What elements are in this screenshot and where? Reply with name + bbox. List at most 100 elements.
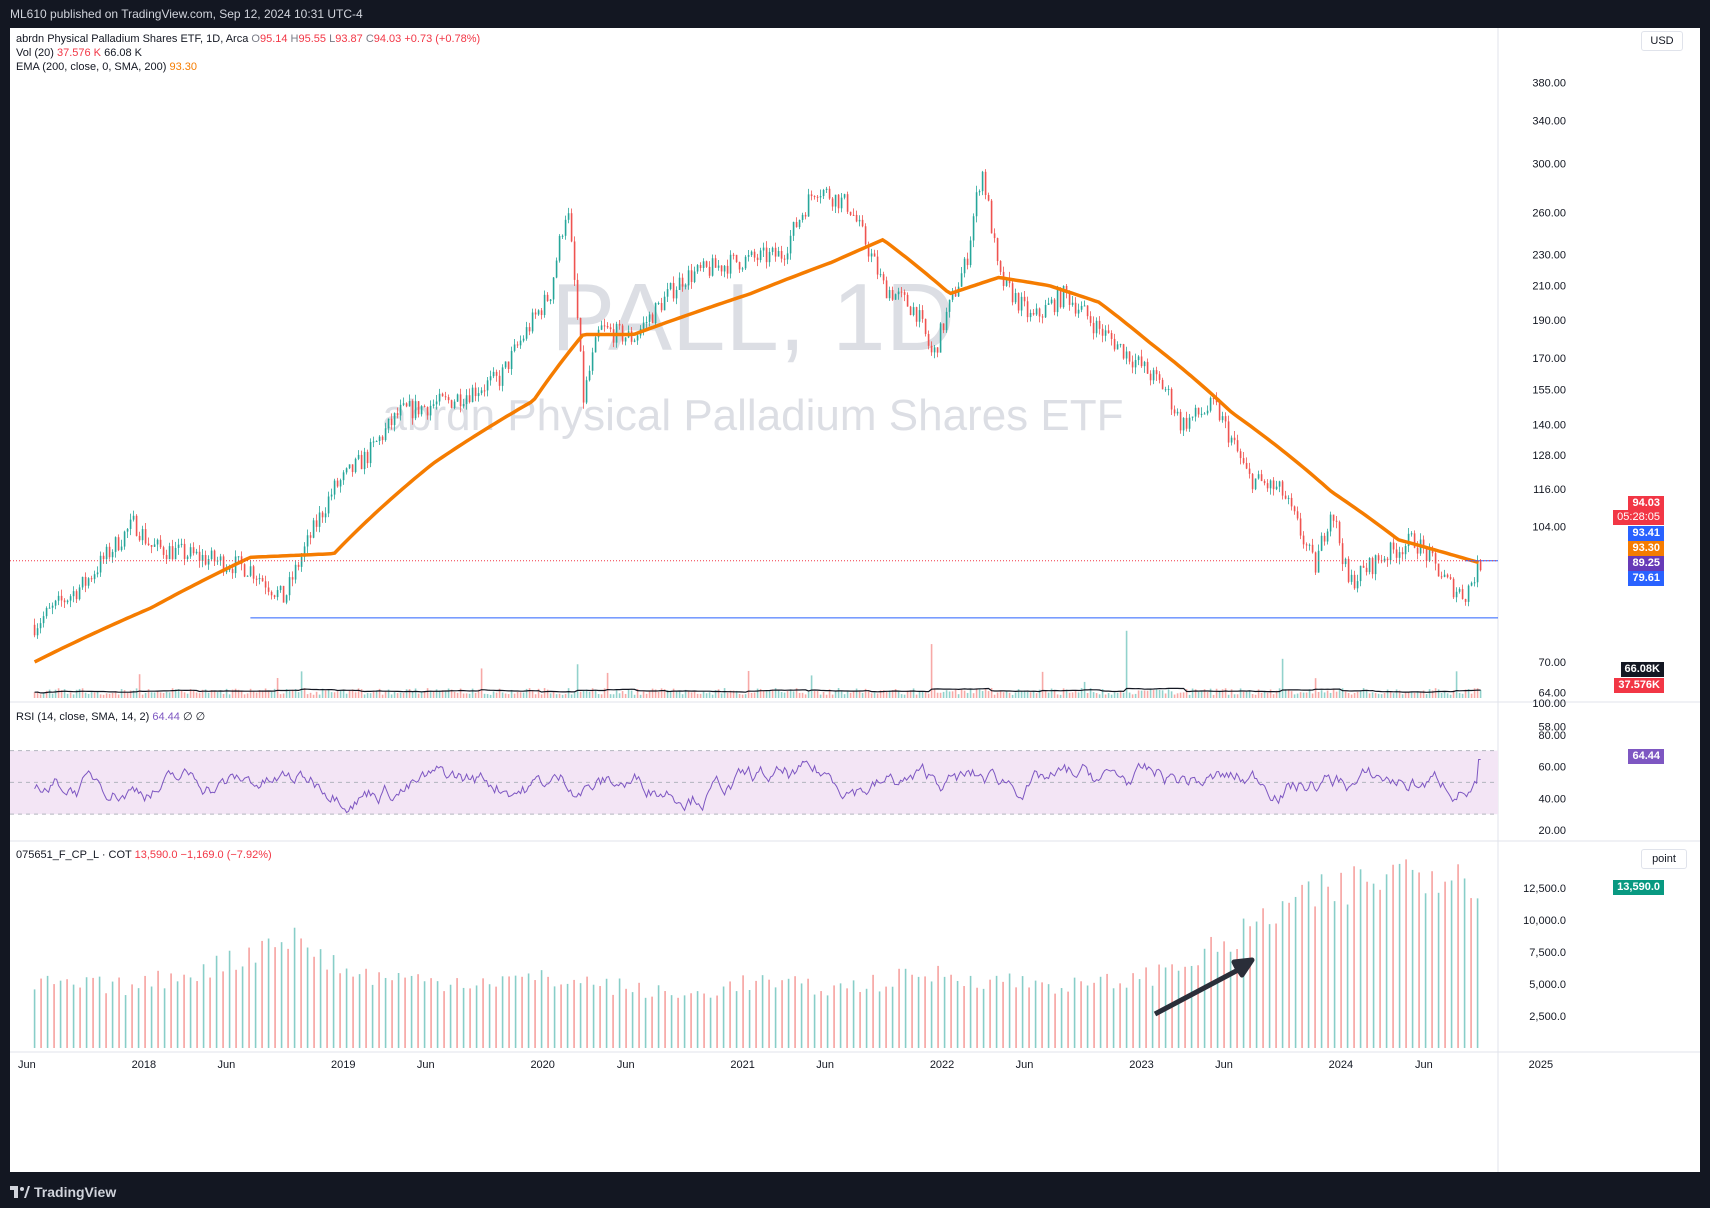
ema-legend[interactable]: EMA (200, close, 0, SMA, 200) 93.30 xyxy=(16,61,197,73)
chart-canvas[interactable]: PALL, 1D abrdn Physical Palladium Shares… xyxy=(10,28,1700,1172)
candle-body xyxy=(1086,305,1089,317)
cot-bar xyxy=(891,986,894,1048)
volume-bar xyxy=(741,694,744,698)
rsi-legend[interactable]: RSI (14, close, SMA, 14, 2) 64.44 ∅ ∅ xyxy=(16,710,205,723)
candle-body xyxy=(978,191,981,193)
volume-legend[interactable]: Vol (20) 37.576 K 66.08 K xyxy=(16,47,142,59)
candle-body xyxy=(1473,582,1476,584)
volume-bar xyxy=(561,694,564,698)
volume-bar xyxy=(87,693,90,698)
volume-bar xyxy=(1005,690,1008,698)
hline-badge-upper: 93.41 xyxy=(1628,526,1664,541)
candle-body xyxy=(273,595,276,598)
volume-bar xyxy=(48,689,51,698)
volume-bar xyxy=(1038,689,1041,698)
volume-bar xyxy=(222,693,225,698)
volume-bar xyxy=(807,691,810,698)
volume-bar xyxy=(1047,692,1050,698)
candle-body xyxy=(1407,533,1410,546)
candle-body xyxy=(75,591,78,600)
volume-bar xyxy=(1311,693,1314,698)
volume-bar xyxy=(219,690,222,698)
cot-bar xyxy=(878,991,881,1048)
candle-body xyxy=(405,403,408,407)
candle-body xyxy=(1311,544,1314,553)
cot-bar xyxy=(1314,906,1316,1048)
volume-bar xyxy=(33,692,36,698)
candle-body xyxy=(54,600,57,606)
ema-value: 93.30 xyxy=(169,61,197,73)
volume-bar xyxy=(738,693,741,698)
volume-bar xyxy=(276,678,279,698)
volume-bar xyxy=(1206,692,1209,698)
currency-button[interactable]: USD xyxy=(1641,31,1683,51)
candle-body xyxy=(969,240,972,266)
volume-ma-badge: 66.08K xyxy=(1620,662,1664,677)
cot-bar xyxy=(937,965,939,1048)
candle-body xyxy=(1233,437,1236,441)
cot-unit-button[interactable]: point xyxy=(1641,849,1687,869)
volume-bar xyxy=(672,688,675,698)
cot-bar xyxy=(46,975,49,1048)
cot-bar xyxy=(696,991,699,1048)
candle-body xyxy=(72,591,75,597)
volume-bar xyxy=(198,693,201,698)
candle-body xyxy=(1200,413,1203,415)
cot-bar xyxy=(865,988,868,1048)
candle-body xyxy=(594,337,597,353)
main-legend[interactable]: abrdn Physical Palladium Shares ETF, 1D,… xyxy=(16,33,481,45)
candle-body xyxy=(603,325,606,327)
candle-body xyxy=(1188,417,1191,429)
volume-bar xyxy=(702,691,705,698)
volume-bar xyxy=(978,688,981,698)
cot-bar xyxy=(254,962,257,1048)
candle-body xyxy=(258,578,261,580)
cot-bar xyxy=(384,977,387,1048)
cot-bar xyxy=(430,978,432,1048)
ema-badge: 93.30 xyxy=(1628,541,1664,556)
candle-body xyxy=(1296,511,1299,519)
candle-body xyxy=(111,551,114,558)
candle-body xyxy=(1269,480,1272,489)
volume-bar xyxy=(459,688,462,698)
candle-body xyxy=(981,171,984,192)
volume-bar xyxy=(279,694,282,698)
volume-bar xyxy=(528,688,531,698)
cot-legend[interactable]: 075651_F_CP_L · COT 13,590.0 −1,169.0 (−… xyxy=(16,849,272,861)
cot-bar xyxy=(196,981,198,1048)
tradingview-logo[interactable]: TradingView xyxy=(10,1184,116,1200)
cot-bar xyxy=(313,956,315,1048)
volume-bar xyxy=(699,693,702,698)
candle-body xyxy=(1080,305,1083,310)
volume-bar xyxy=(900,694,903,698)
candle-body xyxy=(1320,535,1323,551)
volume-bar xyxy=(1272,694,1275,698)
volume-bar xyxy=(804,694,807,698)
candle-body xyxy=(642,322,645,329)
volume-bar xyxy=(180,690,183,698)
volume-bar xyxy=(1458,692,1461,698)
candle-body xyxy=(87,578,90,586)
volume-bar xyxy=(261,690,264,698)
cot-bar xyxy=(495,986,497,1048)
cot-bar xyxy=(209,977,211,1048)
candle-body xyxy=(825,188,828,190)
cot-bar xyxy=(618,978,621,1048)
cot-bar xyxy=(729,981,731,1048)
volume-bar xyxy=(1320,690,1323,698)
volume-bar xyxy=(216,692,219,698)
candle-body xyxy=(369,442,372,464)
volume-bar xyxy=(303,688,306,698)
volume-bar xyxy=(1353,692,1356,698)
candle-body xyxy=(963,258,966,274)
volume-bar xyxy=(834,691,837,698)
chart-area[interactable]: PALL, 1D abrdn Physical Palladium Shares… xyxy=(10,28,1700,1172)
candle-body xyxy=(1335,520,1338,522)
volume-bar xyxy=(462,693,465,698)
candle-body xyxy=(303,546,306,557)
cot-bar xyxy=(59,980,62,1048)
volume-bar xyxy=(990,688,993,698)
volume-bar xyxy=(771,689,774,698)
volume-bar xyxy=(930,644,933,698)
candle-body xyxy=(33,624,36,636)
